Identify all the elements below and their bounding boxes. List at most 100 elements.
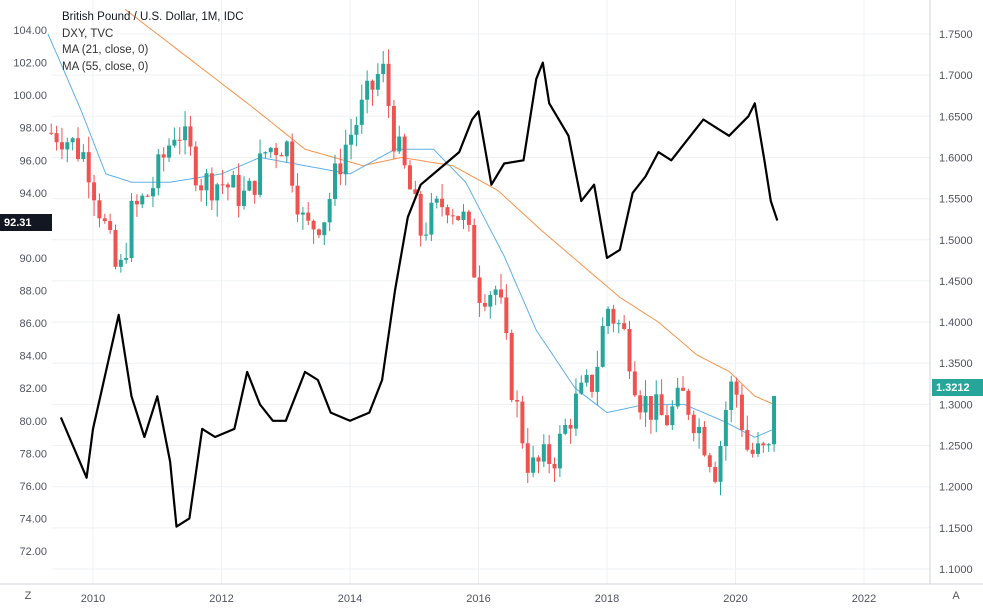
candle-body	[723, 409, 728, 447]
candle-body	[65, 142, 70, 150]
left-axis-tick-label: 82.00	[19, 383, 47, 395]
candle-body	[557, 433, 562, 469]
candle-body	[482, 302, 487, 307]
candle-body	[606, 308, 611, 327]
right-axis-tick-label: 1.1500	[939, 523, 973, 535]
left-axis-tick-label: 74.00	[19, 513, 47, 525]
candle-body	[397, 136, 402, 152]
candle-body	[729, 381, 734, 410]
left-axis-tick-label: 90.00	[19, 253, 47, 265]
candle-body	[600, 326, 605, 367]
left-axis-tick-label: 96.00	[19, 155, 47, 167]
candle-body	[440, 198, 445, 208]
right-axis-tick-label: 1.4500	[939, 276, 973, 288]
candle-body	[498, 289, 503, 298]
right-axis-tick-label: 1.4000	[939, 317, 973, 329]
legend-ma55[interactable]: MA (55, close, 0)	[62, 60, 149, 73]
chart-legend: British Pound / U.S. Dollar, 1M, IDC DXY…	[62, 9, 244, 75]
candle-body	[402, 136, 407, 166]
left-axis-tick-label: 84.00	[19, 351, 47, 363]
candle-body	[643, 396, 648, 413]
dxy-last-price-tag: 92.31	[0, 214, 52, 231]
candle-body	[616, 323, 621, 325]
candle-body	[231, 175, 236, 188]
candle-body	[156, 154, 161, 189]
candle-body	[477, 277, 482, 303]
candle-body	[375, 74, 380, 90]
candle-body	[573, 393, 578, 429]
candle-body	[70, 138, 75, 143]
left-scale-toggle-button[interactable]: Z	[24, 590, 32, 602]
candle-body	[445, 207, 450, 216]
candle-body	[552, 463, 557, 469]
candle-body	[381, 63, 386, 75]
candle-body	[86, 152, 91, 183]
time-axis-tick-label: 2018	[595, 593, 619, 605]
left-axis-tick-label: 80.00	[19, 416, 47, 428]
candle-body	[183, 126, 188, 141]
candle-body	[531, 457, 536, 473]
candle-body	[407, 165, 412, 190]
candle-body	[113, 230, 118, 267]
candle-body	[391, 106, 396, 152]
candle-body	[365, 80, 370, 100]
candle-body	[686, 390, 691, 415]
candle-body	[456, 216, 461, 220]
legend-ma21[interactable]: MA (21, close, 0)	[62, 44, 149, 56]
candle-body	[97, 200, 102, 219]
candle-body	[145, 195, 150, 197]
candle-body	[295, 185, 300, 215]
candle-body	[579, 382, 584, 394]
candle-body	[590, 374, 595, 392]
legend-symbol-title[interactable]: British Pound / U.S. Dollar, 1M, IDC	[62, 11, 244, 23]
left-axis-tick-label: 98.00	[19, 123, 47, 135]
time-axis[interactable]: 2010 2012 2014 2016 2018 2020 2022	[81, 593, 876, 605]
candle-body	[54, 133, 59, 143]
candle-body	[509, 332, 514, 401]
candle-body	[675, 387, 680, 407]
candle-body	[150, 188, 155, 197]
candle-body	[161, 154, 166, 158]
left-axis-tick-label: 102.00	[13, 58, 47, 70]
candle-body	[343, 144, 348, 175]
candle-body	[204, 173, 209, 191]
candle-body	[274, 147, 279, 156]
candle-body	[664, 415, 669, 426]
dxy-path	[59, 61, 779, 528]
right-price-axis[interactable]: 1.7500 1.7000 1.6500 1.6000 1.5500 1.5000 1.45…	[939, 29, 973, 576]
legend-dxy[interactable]: DXY, TVC	[62, 27, 114, 40]
time-axis-tick-label: 2020	[723, 593, 747, 605]
candle-body	[290, 141, 295, 186]
left-axis-tick-label: 78.00	[19, 448, 47, 460]
candle-body	[172, 139, 177, 146]
candle-body	[199, 185, 204, 191]
candle-body	[450, 215, 455, 217]
candle-body	[488, 294, 493, 307]
candle-body	[424, 234, 429, 236]
right-axis-tick-label: 1.3000	[939, 399, 973, 411]
right-axis-tick-label: 1.7500	[939, 29, 973, 41]
candle-body	[547, 444, 552, 464]
candle-body	[81, 152, 86, 160]
candle-body	[659, 394, 664, 416]
candle-body	[102, 218, 107, 222]
right-axis-tick-label: 1.6500	[939, 111, 973, 123]
candle-body	[338, 163, 343, 175]
grid	[52, 0, 930, 584]
auto-scale-button[interactable]: A	[952, 590, 960, 602]
candle-body	[504, 297, 509, 333]
left-axis-tick-label: 86.00	[19, 318, 47, 330]
candle-body	[525, 443, 530, 473]
left-price-axis[interactable]: 104.00 102.00 100.00 98.00 96.00 94.00 90.00 88…	[13, 25, 47, 558]
candle-body	[349, 134, 354, 145]
ma21-path	[47, 33, 775, 438]
candle-body	[284, 141, 289, 157]
candle-body	[225, 184, 230, 188]
right-axis-tick-label: 1.5000	[939, 235, 973, 247]
candle-body	[49, 132, 54, 134]
candle-body	[386, 63, 391, 107]
candle-body	[654, 394, 659, 420]
candle-body	[327, 199, 332, 223]
candles	[49, 49, 777, 496]
